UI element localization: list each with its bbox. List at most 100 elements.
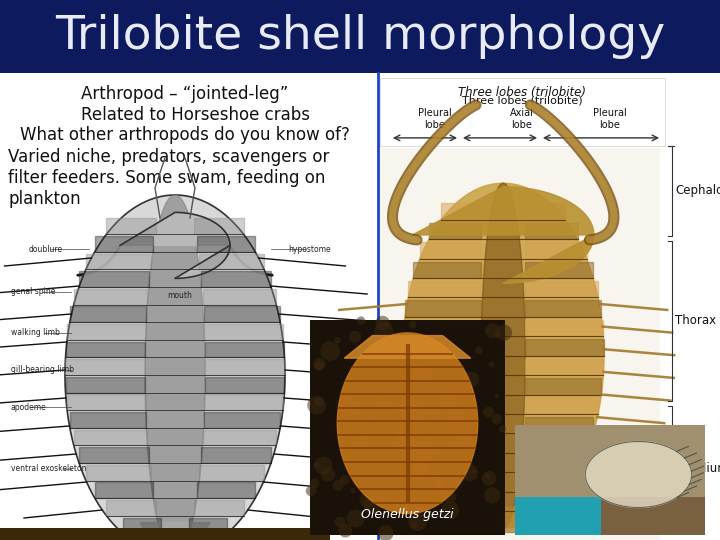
Circle shape (447, 444, 462, 459)
Polygon shape (86, 465, 150, 481)
Polygon shape (525, 378, 601, 395)
Circle shape (340, 379, 347, 386)
Polygon shape (199, 254, 264, 269)
Bar (310, 320, 505, 535)
Circle shape (378, 339, 388, 349)
Circle shape (329, 325, 338, 334)
Polygon shape (205, 377, 284, 393)
Circle shape (409, 490, 420, 502)
Polygon shape (201, 271, 271, 287)
Polygon shape (429, 456, 481, 472)
Polygon shape (525, 320, 603, 336)
Circle shape (361, 315, 380, 335)
Circle shape (464, 397, 474, 406)
Circle shape (424, 462, 429, 466)
Polygon shape (120, 212, 230, 279)
Text: doublure: doublure (29, 245, 63, 254)
Polygon shape (140, 523, 210, 540)
Polygon shape (403, 359, 481, 375)
Polygon shape (204, 394, 283, 410)
Circle shape (385, 331, 399, 345)
Circle shape (383, 490, 396, 504)
Text: apodeme: apodeme (11, 403, 47, 412)
Bar (0, 73, 720, 540)
Bar (515, 496, 600, 535)
Circle shape (408, 434, 420, 447)
Polygon shape (66, 342, 145, 357)
Circle shape (457, 343, 469, 354)
Polygon shape (420, 436, 481, 453)
Circle shape (315, 441, 325, 450)
Polygon shape (459, 495, 481, 511)
Circle shape (484, 370, 490, 376)
Polygon shape (408, 281, 481, 298)
Polygon shape (73, 289, 148, 305)
Circle shape (385, 362, 395, 373)
Polygon shape (107, 218, 156, 234)
Polygon shape (79, 271, 149, 287)
Text: genal spine: genal spine (11, 287, 55, 296)
Polygon shape (402, 339, 481, 356)
Polygon shape (189, 517, 228, 534)
Polygon shape (405, 378, 481, 395)
Polygon shape (65, 359, 145, 375)
Circle shape (317, 506, 327, 516)
Polygon shape (205, 342, 284, 357)
Polygon shape (413, 417, 481, 433)
Polygon shape (525, 281, 598, 298)
Text: Trilobite shell morphology: Trilobite shell morphology (55, 14, 665, 59)
Polygon shape (197, 482, 255, 498)
Circle shape (486, 528, 499, 540)
Circle shape (387, 386, 392, 391)
Circle shape (366, 369, 371, 374)
Polygon shape (204, 324, 283, 340)
Circle shape (489, 402, 494, 407)
Polygon shape (525, 359, 603, 375)
Circle shape (402, 434, 420, 453)
Circle shape (348, 361, 351, 366)
Polygon shape (107, 500, 156, 516)
Circle shape (488, 315, 505, 332)
Polygon shape (199, 465, 264, 481)
Circle shape (451, 512, 469, 530)
Circle shape (343, 461, 354, 470)
Circle shape (456, 501, 467, 511)
Circle shape (348, 342, 365, 359)
Polygon shape (66, 377, 145, 393)
Polygon shape (525, 204, 565, 220)
Polygon shape (441, 204, 481, 220)
Circle shape (472, 502, 477, 508)
Circle shape (328, 502, 342, 516)
Circle shape (336, 491, 350, 505)
Polygon shape (402, 183, 604, 528)
Polygon shape (408, 397, 481, 414)
Text: Three lobes (trilobite): Three lobes (trilobite) (459, 86, 587, 99)
Text: Cephalon: Cephalon (675, 184, 720, 198)
Circle shape (368, 322, 379, 333)
Circle shape (411, 444, 431, 464)
Text: Thorax: Thorax (675, 314, 716, 327)
Circle shape (483, 468, 498, 482)
Circle shape (478, 325, 490, 337)
Bar (0, 528, 330, 540)
Circle shape (415, 409, 429, 424)
Polygon shape (67, 394, 145, 410)
Polygon shape (525, 261, 593, 278)
Circle shape (420, 431, 426, 437)
Polygon shape (197, 236, 255, 252)
Polygon shape (67, 324, 145, 340)
Polygon shape (525, 456, 577, 472)
Polygon shape (337, 333, 477, 514)
Bar (515, 425, 705, 496)
Circle shape (485, 441, 504, 460)
Polygon shape (201, 447, 271, 463)
Polygon shape (525, 242, 587, 259)
Circle shape (326, 343, 336, 353)
Polygon shape (525, 495, 547, 511)
Polygon shape (525, 300, 601, 317)
Polygon shape (70, 412, 146, 428)
Polygon shape (205, 359, 285, 375)
Polygon shape (344, 335, 471, 358)
Circle shape (495, 464, 508, 478)
Circle shape (474, 484, 481, 491)
